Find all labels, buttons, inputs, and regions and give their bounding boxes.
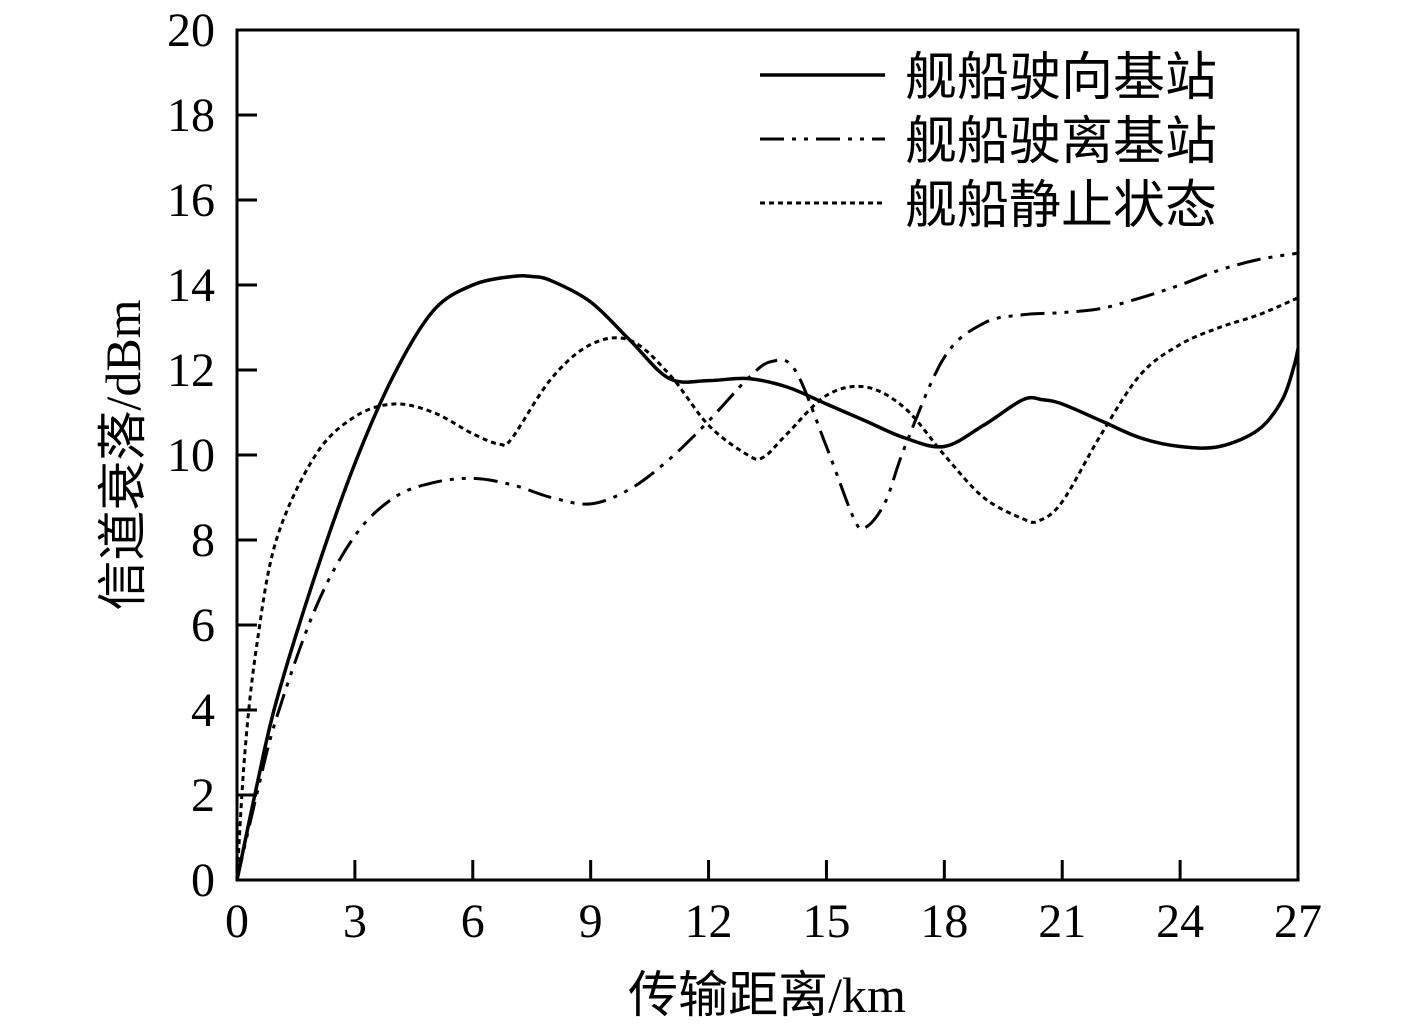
x-tick-label: 15 [802, 895, 850, 948]
x-axis-label: 传输距离/km [628, 967, 906, 1023]
y-tick-label: 4 [191, 684, 215, 737]
legend-label: 舰船静止状态 [905, 178, 1217, 235]
y-tick-label: 10 [167, 429, 215, 482]
y-tick-label: 14 [167, 259, 215, 312]
y-tick-label: 18 [167, 89, 215, 142]
y-tick-label: 20 [167, 4, 215, 57]
x-tick-label: 3 [343, 895, 367, 948]
y-tick-label: 8 [191, 514, 215, 567]
x-tick-label: 18 [920, 895, 968, 948]
y-tick-label: 2 [191, 769, 215, 822]
legend-label: 舰船驶向基站 [905, 50, 1217, 107]
series-layer [235, 251, 1300, 881]
x-tick-label: 21 [1038, 895, 1086, 948]
x-tick-label: 9 [579, 895, 603, 948]
y-tick-label: 16 [167, 174, 215, 227]
x-tick-label: 27 [1274, 895, 1322, 948]
y-tick-label: 12 [167, 344, 215, 397]
x-tick-label: 6 [461, 895, 485, 948]
series-line-1 [235, 273, 1300, 881]
legend-label: 舰船驶离基站 [905, 114, 1217, 171]
y-tick-label: 0 [191, 854, 215, 907]
x-tick-label: 12 [685, 895, 733, 948]
y-tick-label: 6 [191, 599, 215, 652]
x-tick-label: 0 [225, 895, 249, 948]
y-axis-label: 信道衰落/dBm [95, 299, 151, 610]
series-line-2 [235, 251, 1299, 881]
series-line-3 [235, 296, 1299, 881]
x-tick-label: 24 [1156, 895, 1204, 948]
